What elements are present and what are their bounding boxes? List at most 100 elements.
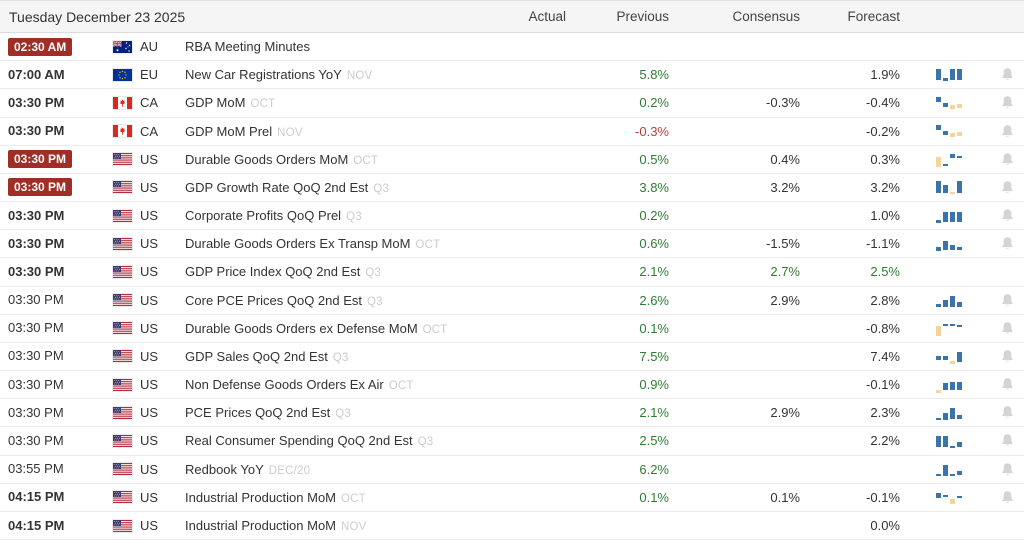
bell-icon[interactable] (1000, 236, 1015, 251)
bell-icon[interactable] (1000, 124, 1015, 139)
event-cell[interactable]: GDP MoM Prel NOV (180, 124, 487, 139)
event-name[interactable]: Durable Goods Orders MoM (185, 151, 349, 167)
event-time: 03:30 PM (8, 235, 65, 251)
event-cell[interactable]: New Car Registrations YoY NOV (180, 67, 487, 82)
calendar-row: 07:00 AM EU New Car Registrations YoY NOV… (0, 61, 1024, 90)
calendar-row: 03:30 PM US Non Defense Goods Orders Ex … (0, 371, 1024, 400)
event-time: 03:30 PM (8, 320, 64, 336)
time-cell: 03:30 PM (0, 319, 100, 337)
event-name[interactable]: Corporate Profits QoQ Prel (185, 208, 342, 224)
bell-cell (968, 456, 1024, 483)
calendar-row: 03:30 PM US Durable Goods Orders Ex Tran… (0, 230, 1024, 259)
event-reference-period: Q3 (367, 295, 383, 308)
event-name[interactable]: Industrial Production MoM (185, 489, 337, 505)
event-name[interactable]: Non Defense Goods Orders Ex Air (185, 377, 384, 393)
mini-chart-icon[interactable] (936, 489, 964, 505)
bell-cell (968, 33, 1024, 60)
bell-icon[interactable] (1000, 433, 1015, 448)
time-cell: 03:30 PM (0, 291, 100, 309)
event-name[interactable]: GDP Sales QoQ 2nd Est (185, 348, 328, 364)
event-cell[interactable]: RBA Meeting Minutes (180, 39, 487, 54)
event-name[interactable]: PCE Prices QoQ 2nd Est (185, 405, 331, 421)
event-name[interactable]: GDP MoM Prel (185, 123, 273, 139)
mini-chart-icon[interactable] (936, 377, 964, 393)
time-cell: 03:30 PM (0, 432, 100, 450)
country-cell: US (100, 321, 180, 336)
mini-chart-icon[interactable] (936, 320, 964, 337)
event-cell[interactable]: Durable Goods Orders Ex Transp MoM OCT (180, 236, 487, 251)
mini-chart-icon[interactable] (936, 208, 964, 224)
event-name[interactable]: GDP MoM (185, 95, 246, 111)
column-header-actual: Actual (528, 9, 566, 24)
bell-icon[interactable] (1000, 293, 1015, 308)
event-name[interactable]: RBA Meeting Minutes (185, 39, 311, 55)
mini-chart-icon[interactable] (936, 123, 964, 139)
event-cell[interactable]: GDP Growth Rate QoQ 2nd Est Q3 (180, 180, 487, 195)
forecast-value: -0.1% (866, 489, 900, 505)
chart-cell (906, 287, 968, 314)
time-cell: 04:15 PM (0, 517, 100, 535)
bell-icon[interactable] (1000, 152, 1015, 167)
calendar-row: 03:30 PM US Durable Goods Orders ex Defe… (0, 314, 1024, 343)
event-cell[interactable]: Industrial Production MoM OCT (180, 490, 487, 505)
calendar-row: 04:15 PM US Industrial Production MoM NOV… (0, 511, 1024, 540)
event-reference-period: DEC/20 (268, 464, 311, 477)
mini-chart-icon[interactable] (936, 236, 964, 252)
bell-icon[interactable] (1000, 405, 1015, 420)
mini-chart-icon[interactable] (936, 95, 964, 111)
previous-value: 0.2% (639, 95, 669, 111)
column-header-previous: Previous (616, 9, 669, 24)
bell-icon[interactable] (1000, 208, 1015, 223)
time-cell: 02:30 AM (0, 37, 100, 56)
bell-icon[interactable] (1000, 377, 1015, 392)
bell-icon[interactable] (1000, 95, 1015, 110)
event-cell[interactable]: Durable Goods Orders ex Defense MoM OCT (180, 321, 487, 336)
event-name[interactable]: Durable Goods Orders Ex Transp MoM (185, 236, 411, 252)
event-name[interactable]: New Car Registrations YoY (185, 67, 342, 83)
mini-chart-icon[interactable] (936, 348, 964, 365)
event-cell[interactable]: GDP Sales QoQ 2nd Est Q3 (180, 349, 487, 364)
mini-chart-icon[interactable] (936, 461, 964, 477)
event-cell[interactable]: GDP Price Index QoQ 2nd Est Q3 (180, 264, 487, 279)
event-reference-period: Q3 (335, 408, 351, 421)
bell-icon[interactable] (1000, 67, 1015, 82)
bell-icon[interactable] (1000, 490, 1015, 505)
previous-value: 0.9% (639, 377, 669, 393)
event-name[interactable]: GDP Price Index QoQ 2nd Est (185, 264, 361, 280)
country-cell: EU (100, 67, 180, 82)
event-reference-period: Q3 (332, 351, 349, 364)
chart-cell (906, 512, 968, 539)
time-cell: 03:55 PM (0, 460, 100, 478)
event-name[interactable]: Durable Goods Orders ex Defense MoM (185, 320, 418, 336)
event-name[interactable]: Core PCE Prices QoQ 2nd Est (185, 292, 363, 308)
mini-chart-icon[interactable] (936, 292, 964, 308)
mini-chart-icon[interactable] (936, 67, 964, 83)
event-cell[interactable]: Non Defense Goods Orders Ex Air OCT (180, 377, 487, 392)
bell-icon[interactable] (1000, 321, 1015, 336)
bell-icon[interactable] (1000, 462, 1015, 477)
event-name[interactable]: Industrial Production MoM (185, 518, 337, 533)
mini-chart-icon[interactable] (936, 433, 964, 449)
mini-chart-icon[interactable] (936, 405, 964, 421)
event-cell[interactable]: Redbook YoY DEC/20 (180, 462, 487, 477)
calendar-row: 03:30 PM US Corporate Profits QoQ Prel Q3… (0, 202, 1024, 231)
event-cell[interactable]: Real Consumer Spending QoQ 2nd Est Q3 (180, 433, 487, 448)
date-title: Tuesday December 23 2025 (9, 8, 186, 25)
event-cell[interactable]: Corporate Profits QoQ Prel Q3 (180, 208, 487, 223)
event-cell[interactable]: Core PCE Prices QoQ 2nd Est Q3 (180, 293, 487, 308)
forecast-value: 3.2% (870, 179, 900, 195)
event-name[interactable]: GDP Growth Rate QoQ 2nd Est (185, 179, 369, 195)
bell-cell (968, 174, 1024, 201)
bell-icon[interactable] (1000, 349, 1015, 364)
event-cell[interactable]: Durable Goods Orders MoM OCT (180, 152, 487, 167)
event-cell[interactable]: GDP MoM OCT (180, 95, 487, 110)
mini-chart-icon[interactable] (936, 151, 964, 168)
bell-icon[interactable] (1000, 180, 1015, 195)
forecast-value: 1.0% (870, 208, 900, 224)
event-name[interactable]: Real Consumer Spending QoQ 2nd Est (185, 433, 413, 449)
event-cell[interactable]: PCE Prices QoQ 2nd Est Q3 (180, 405, 487, 420)
event-cell[interactable]: Industrial Production MoM NOV (180, 518, 487, 533)
event-name[interactable]: Redbook YoY (185, 461, 264, 477)
mini-chart-icon[interactable] (936, 179, 964, 195)
